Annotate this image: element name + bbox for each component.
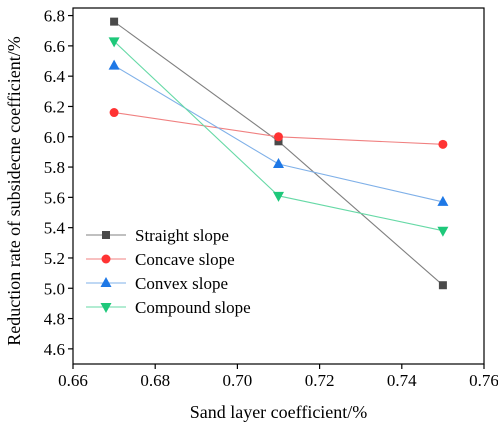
x-tick-label: 0.70 (223, 371, 253, 390)
y-tick-label: 5.6 (44, 188, 65, 207)
legend-marker (101, 254, 111, 264)
data-point-compound-slope (273, 191, 284, 202)
x-tick-label: 0.76 (469, 371, 498, 390)
legend-item-compound-slope: Compound slope (86, 298, 251, 317)
y-axis-title: Reduction rate of subsidecne coefficient… (4, 36, 24, 346)
series-concave-slope (109, 108, 448, 149)
plot-frame (72, 7, 485, 365)
series-convex-slope (108, 59, 449, 206)
legend-marker (100, 277, 112, 287)
x-axis-title: Sand layer coefficient/% (190, 402, 368, 422)
series-line-straight-slope (113, 21, 444, 286)
y-tick-label: 5.2 (44, 249, 65, 268)
x-tick-label: 0.66 (58, 371, 88, 390)
legend-item-convex-slope: Convex slope (86, 274, 228, 293)
legend-marker (100, 303, 112, 313)
legend-item-concave-slope: Concave slope (86, 250, 235, 269)
x-tick-label: 0.74 (387, 371, 417, 390)
data-point-compound-slope (108, 37, 120, 48)
legend: Straight slope Concave slope Convex slope C… (86, 226, 251, 317)
y-tick-label: 4.6 (44, 340, 65, 359)
data-point-convex-slope (437, 195, 449, 206)
y-tick-label: 6.6 (44, 37, 65, 56)
plot-border (72, 7, 485, 365)
data-point-convex-slope (108, 59, 120, 70)
legend-marker (102, 231, 110, 239)
data-point-compound-slope (437, 226, 449, 237)
data-point-straight-slope (274, 137, 283, 146)
x-axis: 0.66 0.68 0.70 0.72 0.74 0.76 (58, 364, 498, 390)
series-straight-slope (110, 17, 447, 290)
x-tick-label: 0.68 (140, 371, 170, 390)
data-point-straight-slope (438, 281, 447, 290)
data-point-concave-slope (438, 139, 448, 149)
legend-label: Convex slope (135, 274, 228, 293)
y-tick-label: 6.2 (44, 97, 65, 116)
y-tick-label: 4.8 (44, 310, 65, 329)
y-tick-label: 6.4 (44, 67, 66, 86)
data-point-convex-slope (273, 158, 284, 169)
legend-label: Compound slope (135, 298, 251, 317)
y-tick-label: 6.0 (44, 128, 65, 147)
y-tick-label: 5.0 (44, 279, 65, 298)
y-tick-label: 5.4 (44, 219, 66, 238)
legend-label: Concave slope (135, 250, 235, 269)
x-tick-label: 0.72 (305, 371, 335, 390)
y-tick-label: 5.8 (44, 158, 65, 177)
data-point-straight-slope (110, 17, 119, 26)
y-tick-label: 6.8 (44, 7, 65, 26)
legend-label: Straight slope (135, 226, 229, 245)
data-point-concave-slope (109, 108, 119, 118)
series-layer (108, 17, 449, 290)
series-compound-slope (108, 37, 449, 237)
data-point-concave-slope (274, 132, 283, 142)
legend-item-straight-slope: Straight slope (86, 226, 229, 245)
y-axis: 4.6 4.8 5.0 5.2 5.4 5.6 5.8 6.0 6.2 6.4 6.6 6.8 (44, 7, 73, 359)
